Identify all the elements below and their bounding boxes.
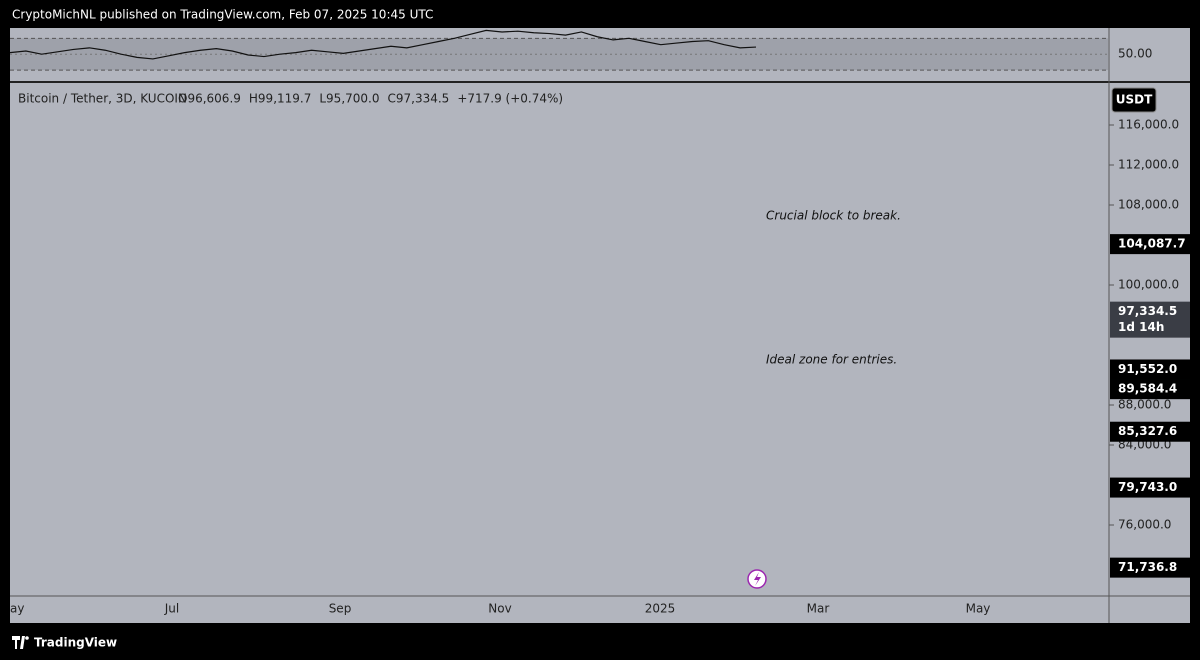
y-tick-label: 116,000.0: [1118, 118, 1179, 132]
y-tick-label: 76,000.0: [1118, 518, 1171, 532]
legend-value: 96,606.9: [187, 92, 240, 106]
last-price-box: [1110, 301, 1190, 338]
x-tick-label: Mar: [807, 602, 830, 616]
legend-value: 95,700.0: [326, 92, 379, 106]
x-tick-label: 2025: [645, 602, 676, 616]
level-box: [1110, 421, 1190, 442]
legend-key: H: [249, 92, 258, 106]
x-tick-label: Jul: [164, 602, 179, 616]
level-box: [1110, 477, 1190, 498]
level-label: 104,087.7: [1118, 237, 1186, 251]
header: CryptoMichNL published on TradingView.co…: [12, 8, 433, 22]
rsi-label: 50.00: [1118, 47, 1152, 61]
currency: USDT: [1116, 93, 1153, 107]
x-tick-label: Nov: [488, 602, 511, 616]
level-label: 79,743.0: [1118, 480, 1177, 494]
level-label: 85,327.6: [1118, 424, 1177, 438]
legend-key: C: [387, 92, 395, 106]
y-tick-label: 112,000.0: [1118, 158, 1179, 172]
legend-key: O: [178, 92, 187, 106]
legend-change: +717.9 (+0.74%): [457, 92, 563, 106]
level-box: [1110, 359, 1190, 380]
annotation: Crucial block to break.: [766, 209, 901, 223]
annotation: Ideal zone for entries.: [766, 353, 897, 367]
rsi-line: [10, 29, 757, 60]
y-tick-label: 100,000.0: [1118, 278, 1179, 292]
currency-box[interactable]: [1111, 87, 1157, 113]
symbol: Bitcoin / Tether, 3D, KUCOIN: [18, 92, 187, 106]
level-box: [1110, 557, 1190, 578]
footer: TradingView: [34, 636, 117, 650]
x-tick-label: Sep: [329, 602, 352, 616]
y-tick-label: 88,000.0: [1118, 398, 1171, 412]
level-box: [1110, 379, 1190, 400]
legend-value: 99,119.7: [258, 92, 311, 106]
legend-value: 97,334.5: [396, 92, 449, 106]
y-tick-label: 108,000.0: [1118, 198, 1179, 212]
countdown: 1d 14h: [1118, 320, 1164, 334]
last-price-label: 97,334.5: [1118, 304, 1177, 318]
chart-bg: [10, 28, 1190, 623]
level-label: 91,552.0: [1118, 362, 1177, 376]
event-icon-bolt: [754, 572, 761, 586]
footer-logo: [12, 636, 29, 649]
level-box: [1110, 234, 1190, 255]
x-tick-label: May: [966, 602, 991, 616]
level-label: 89,584.4: [1118, 382, 1177, 396]
level-label: 71,736.8: [1118, 560, 1177, 574]
x-tick-label: ay: [10, 602, 24, 616]
legend-key: L: [319, 92, 326, 106]
